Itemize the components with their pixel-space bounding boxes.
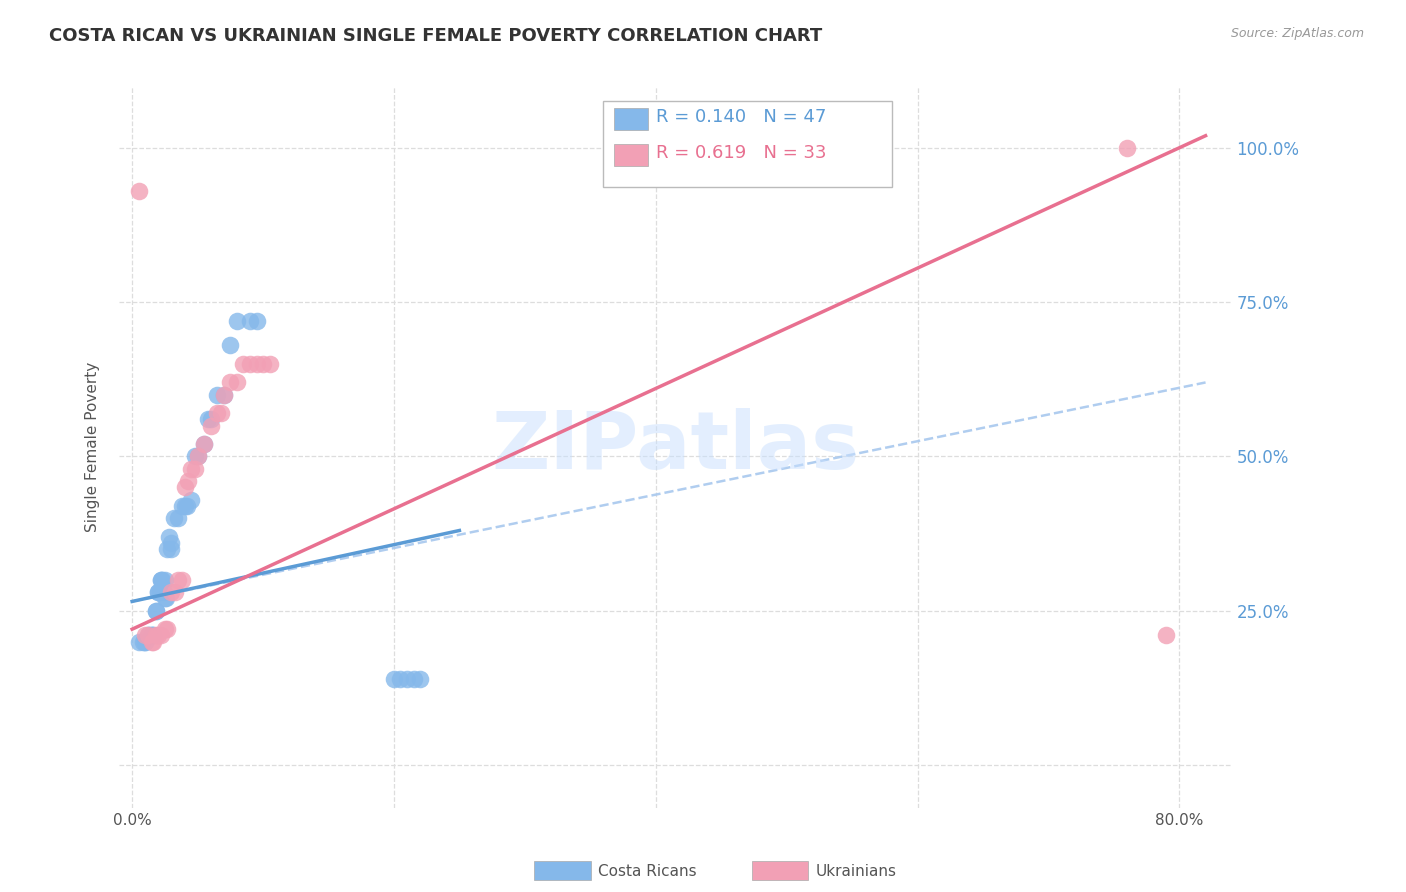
- Text: Costa Ricans: Costa Ricans: [598, 864, 696, 879]
- Point: [160, 585, 183, 599]
- Point: [141, 634, 163, 648]
- Point: [136, 628, 159, 642]
- Point: [153, 573, 176, 587]
- Point: [187, 450, 209, 464]
- Point: [149, 573, 172, 587]
- Point: [409, 672, 432, 686]
- Point: [141, 628, 163, 642]
- Point: [396, 672, 419, 686]
- Point: [142, 628, 165, 642]
- Point: [212, 388, 235, 402]
- Point: [177, 474, 200, 488]
- FancyBboxPatch shape: [614, 108, 648, 129]
- Point: [184, 450, 207, 464]
- Point: [148, 585, 170, 599]
- Point: [170, 573, 193, 587]
- Point: [155, 591, 177, 606]
- Point: [157, 530, 180, 544]
- Point: [245, 357, 267, 371]
- Point: [1116, 141, 1139, 155]
- Point: [145, 628, 167, 642]
- Point: [134, 628, 156, 642]
- Point: [142, 634, 165, 648]
- Point: [134, 634, 156, 648]
- Point: [225, 376, 247, 390]
- Text: R = 0.140   N = 47: R = 0.140 N = 47: [657, 108, 827, 126]
- Point: [239, 357, 262, 371]
- Point: [148, 628, 170, 642]
- Point: [197, 412, 219, 426]
- Point: [173, 480, 195, 494]
- Text: Ukrainians: Ukrainians: [815, 864, 897, 879]
- Point: [225, 314, 247, 328]
- Point: [152, 585, 174, 599]
- Point: [207, 388, 229, 402]
- Point: [1156, 628, 1178, 642]
- Point: [259, 357, 281, 371]
- Point: [252, 357, 274, 371]
- Point: [136, 628, 159, 642]
- Point: [389, 672, 412, 686]
- Text: Source: ZipAtlas.com: Source: ZipAtlas.com: [1230, 27, 1364, 40]
- Point: [239, 314, 262, 328]
- Text: ZIPatlas: ZIPatlas: [491, 409, 859, 486]
- Point: [193, 437, 215, 451]
- Point: [184, 462, 207, 476]
- Point: [163, 511, 186, 525]
- Point: [131, 634, 153, 648]
- Point: [176, 499, 198, 513]
- Point: [402, 672, 425, 686]
- Point: [232, 357, 254, 371]
- Point: [200, 418, 222, 433]
- Point: [156, 622, 179, 636]
- Point: [128, 184, 150, 198]
- Y-axis label: Single Female Poverty: Single Female Poverty: [86, 362, 100, 533]
- Point: [173, 499, 195, 513]
- Point: [141, 628, 163, 642]
- Point: [160, 536, 183, 550]
- Point: [209, 406, 232, 420]
- Point: [180, 462, 202, 476]
- Point: [145, 604, 167, 618]
- Point: [153, 591, 176, 606]
- Point: [200, 412, 222, 426]
- Text: R = 0.619   N = 33: R = 0.619 N = 33: [657, 144, 827, 161]
- Point: [170, 499, 193, 513]
- Point: [165, 585, 187, 599]
- FancyBboxPatch shape: [614, 145, 648, 166]
- Point: [212, 388, 235, 402]
- Point: [156, 541, 179, 556]
- Text: COSTA RICAN VS UKRAINIAN SINGLE FEMALE POVERTY CORRELATION CHART: COSTA RICAN VS UKRAINIAN SINGLE FEMALE P…: [49, 27, 823, 45]
- Point: [149, 628, 172, 642]
- Point: [180, 492, 202, 507]
- Point: [219, 376, 242, 390]
- Point: [134, 634, 156, 648]
- Point: [149, 573, 172, 587]
- Point: [187, 450, 209, 464]
- Point: [207, 406, 229, 420]
- Point: [167, 511, 190, 525]
- FancyBboxPatch shape: [603, 101, 893, 187]
- Point: [245, 314, 267, 328]
- Point: [382, 672, 405, 686]
- Point: [160, 541, 183, 556]
- Point: [193, 437, 215, 451]
- Point: [149, 585, 172, 599]
- Point: [150, 573, 173, 587]
- Point: [138, 628, 160, 642]
- Point: [128, 634, 150, 648]
- Point: [219, 338, 242, 352]
- Point: [167, 573, 190, 587]
- Point: [148, 585, 170, 599]
- Point: [153, 622, 176, 636]
- Point: [145, 604, 167, 618]
